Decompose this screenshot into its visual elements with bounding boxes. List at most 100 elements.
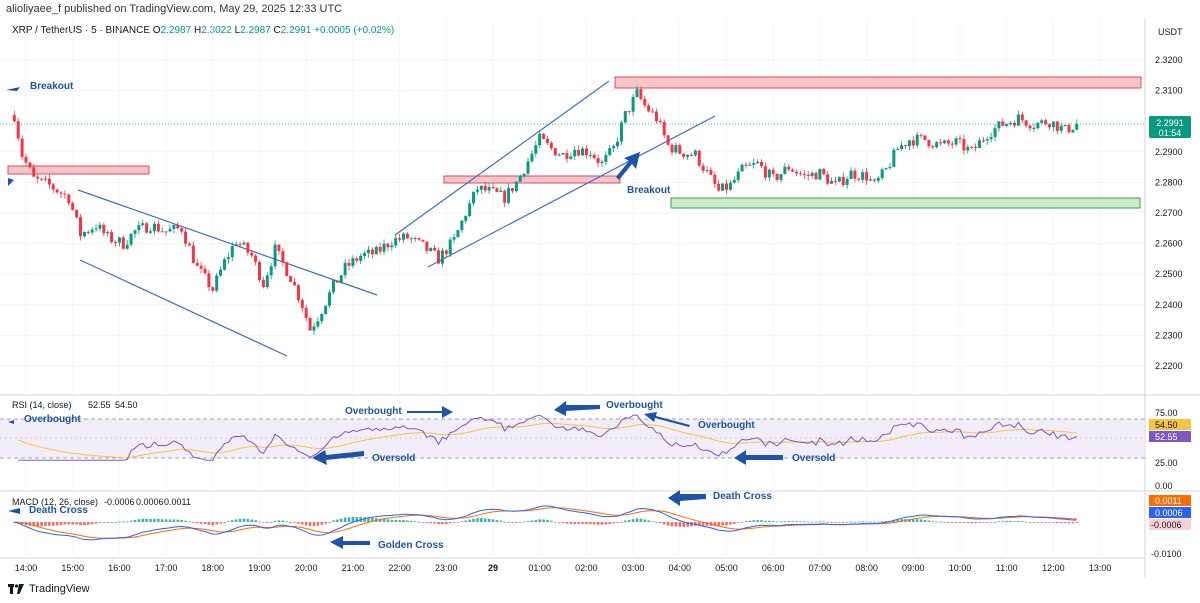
breakout-mid-arrow [616, 152, 640, 180]
macd-death-cross-left: Death Cross [29, 505, 88, 516]
macd-hist-bar [982, 522, 985, 523]
candle-up [534, 145, 538, 154]
macd-hist-bar [219, 522, 222, 524]
macd-hist-bar [1001, 521, 1005, 522]
macd-hist-value: -0.0006 [104, 497, 135, 507]
candle-up [935, 142, 939, 148]
candle-down [121, 237, 125, 249]
macd-hist-bar [90, 522, 94, 525]
macd-hist-bar [149, 518, 152, 522]
candle-up [129, 233, 133, 245]
macd-hist-bar [102, 522, 106, 523]
candle-up [390, 245, 394, 248]
macd-hist-bar [748, 520, 752, 522]
macd-hist-bar [133, 519, 137, 522]
candle-up [487, 187, 491, 191]
macd-hist-bar [223, 522, 226, 523]
candle-down [771, 169, 775, 174]
macd-hist-bar [624, 520, 627, 522]
macd-hist-bar [1040, 522, 1044, 523]
time-tick-label: 21:00 [342, 563, 365, 573]
candle-up [1032, 128, 1036, 130]
oversold-arrow-1 [312, 450, 364, 465]
candle-up [265, 275, 269, 288]
candle-up [82, 231, 86, 237]
candle-down [841, 176, 845, 185]
macd-hist-bar [289, 522, 292, 523]
macd-hist-bar [157, 518, 160, 522]
candle-up [394, 238, 398, 246]
candle-up [1016, 114, 1020, 126]
macd-hist-bar [876, 521, 880, 523]
macd-hist-bar [518, 521, 522, 523]
macd-hist-bar [312, 522, 316, 527]
macd-hist-bar [129, 520, 133, 522]
macd-hist-bar [1032, 522, 1036, 523]
candle-up [686, 154, 690, 157]
candle-up [499, 190, 503, 192]
macd-hist-bar [635, 518, 639, 522]
candle-up [993, 128, 997, 138]
macd-hist-bar [670, 522, 674, 527]
macd-hist-bar [491, 519, 495, 522]
macd-hist-bar [176, 519, 180, 522]
rsi-oversold-1: Oversold [372, 453, 415, 464]
candle-up [530, 153, 534, 162]
macd-hist-bar [452, 522, 456, 523]
macd-hist-bar [732, 522, 736, 524]
macd-hist-bar [515, 522, 518, 523]
macd-hist-bar [900, 519, 903, 522]
candle-down [865, 172, 869, 181]
candle-up [456, 230, 460, 238]
signal-badge [1149, 495, 1191, 506]
candle-up [475, 189, 479, 192]
time-tick-label: 23:00 [435, 563, 458, 573]
macd-hist-bar [118, 521, 121, 523]
macd-hist-bar [546, 519, 549, 522]
candle-down [1012, 122, 1016, 126]
macd-hist-bar [429, 522, 433, 524]
macd-hist-bar [184, 520, 187, 522]
candle-up [588, 154, 592, 156]
candle-down [425, 241, 429, 251]
candle-up [888, 166, 892, 169]
falling-channel-lower [79, 259, 288, 357]
candle-up [328, 292, 332, 306]
time-tick-label: 13:00 [1089, 563, 1112, 573]
candle-up [149, 231, 153, 233]
support-zone [670, 197, 1141, 209]
time-tick-label: 09:00 [902, 563, 925, 573]
candle-down [833, 180, 837, 182]
candle-up [234, 244, 238, 247]
candle-down [16, 121, 20, 139]
macd-hist-bar [756, 519, 759, 522]
time-tick-label: 15:00 [61, 563, 84, 573]
footer-brand[interactable]: TradingView [29, 583, 90, 595]
macd-hist-bar [838, 522, 841, 523]
candle-up [1059, 125, 1063, 131]
macd-hist-bar [51, 522, 55, 526]
rsi-title: RSI (14, close) [12, 400, 72, 410]
candle-down [931, 146, 935, 148]
macd-hist-bar [892, 519, 896, 522]
macd-hist-bar [682, 522, 685, 527]
candle-down [872, 179, 876, 181]
candle-down [355, 258, 359, 261]
candle-down [398, 238, 402, 240]
macd-hist-bar [799, 521, 802, 523]
breakout-left-label: Breakout [30, 81, 74, 92]
time-axis: 14:00 15:00 16:00 17:00 18:00 19:00 20:00 21:00… [15, 563, 1112, 573]
candle-down [78, 217, 82, 237]
candle-down [1024, 120, 1028, 126]
macd-hist-bar [394, 519, 398, 522]
time-tick-label: 07:00 [809, 563, 832, 573]
candle-up [997, 121, 1001, 129]
publish-info: alioliyaee_f published on TradingView.co… [6, 3, 343, 15]
macd-hist-bar [962, 522, 966, 523]
candle-up [98, 224, 102, 229]
candle-down [164, 231, 168, 233]
candle-down [946, 140, 950, 144]
time-tick-label: 05:00 [715, 563, 738, 573]
macd-hist-bar [63, 522, 67, 525]
